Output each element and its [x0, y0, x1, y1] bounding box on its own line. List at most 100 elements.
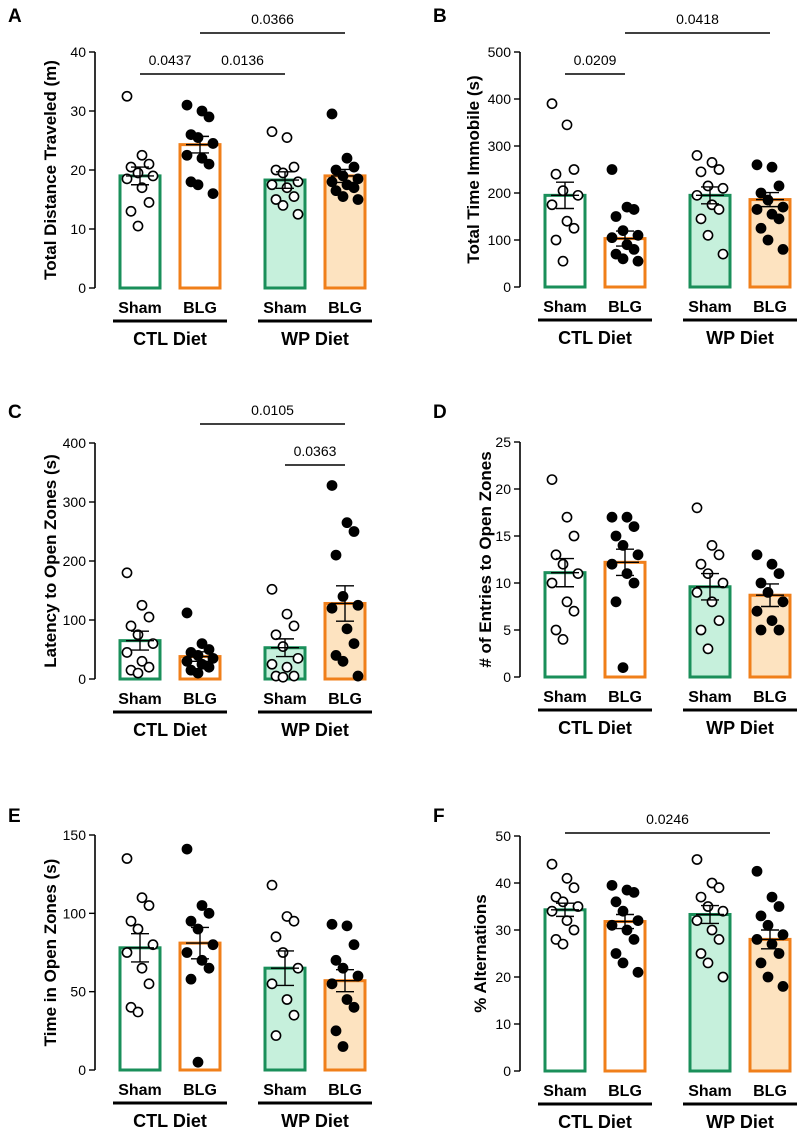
data-point [292, 652, 304, 664]
data-point [755, 624, 767, 636]
data-point [203, 111, 215, 123]
data-point [702, 957, 714, 969]
data-point [288, 161, 300, 173]
data-point [326, 602, 338, 614]
data-point [192, 132, 204, 143]
data-point [337, 962, 349, 974]
data-point [546, 98, 558, 110]
data-point [777, 201, 789, 213]
data-point [691, 854, 703, 865]
data-point [706, 924, 718, 936]
data-point [717, 248, 729, 260]
bar-ctl-blg [603, 920, 647, 1073]
y-tick-label: 400 [63, 435, 87, 451]
data-point [281, 994, 293, 1005]
data-point [695, 213, 707, 225]
x-category-label: BLG [328, 300, 362, 317]
data-point [617, 662, 629, 673]
y-tick-label: 300 [63, 494, 87, 510]
data-point [546, 577, 558, 589]
y-axis-label: Latency to Open Zones (s) [41, 454, 60, 667]
data-point [125, 205, 137, 217]
data-point [557, 896, 569, 908]
data-point [632, 915, 644, 926]
data-point [143, 197, 155, 208]
x-category-label: BLG [753, 1083, 787, 1100]
data-point [181, 99, 193, 111]
data-point [610, 530, 622, 542]
x-category-label: Sham [263, 300, 307, 317]
data-point [277, 671, 289, 683]
data-point [326, 978, 338, 990]
data-point [572, 901, 584, 912]
y-tick-label: 30 [70, 103, 86, 119]
data-point [288, 670, 300, 682]
y-tick-label: 50 [70, 984, 86, 1000]
data-point [773, 901, 785, 912]
p-value-label: 0.0363 [294, 443, 337, 459]
data-point [136, 655, 148, 667]
data-point [561, 215, 573, 227]
x-category-label: Sham [688, 299, 732, 316]
data-point [181, 607, 193, 619]
data-point [610, 896, 622, 908]
data-point [337, 1041, 349, 1052]
data-point [628, 934, 640, 945]
y-axis-label: Total Time Immobile (s) [464, 75, 483, 263]
panel-b: B Total Time Immobile (s) 0 100 200 300 400 500… [433, 6, 797, 348]
data-point [337, 591, 349, 602]
data-point [628, 887, 640, 898]
data-point [203, 907, 215, 919]
data-point [610, 596, 622, 608]
y-tick-label: 100 [488, 232, 512, 248]
y-axis-label: # of Entries to Open Zones [476, 451, 495, 667]
panel-letter: C [8, 402, 22, 423]
data-point [121, 567, 133, 579]
p-value-label: 0.0366 [251, 11, 294, 27]
x-category-label: BLG [183, 1082, 217, 1099]
y-tick-label: 150 [63, 827, 87, 843]
data-point [606, 511, 618, 523]
data-point [755, 222, 767, 234]
data-point [773, 568, 785, 579]
data-point [695, 891, 707, 903]
data-point [706, 157, 718, 168]
data-point [203, 661, 215, 673]
data-point [121, 90, 133, 102]
data-point [695, 166, 707, 178]
bar-wp-blg [323, 979, 367, 1072]
data-point [326, 176, 338, 188]
data-point [766, 615, 778, 626]
data-point [341, 152, 353, 164]
data-point [751, 605, 763, 617]
data-point [270, 629, 282, 641]
data-point [755, 957, 767, 969]
data-point [561, 915, 573, 926]
data-point [337, 655, 349, 667]
data-point [546, 199, 558, 211]
data-point [352, 970, 364, 982]
data-point [762, 971, 774, 983]
data-point [568, 164, 580, 175]
data-point [568, 924, 580, 936]
bar-ctl-sham [543, 908, 587, 1073]
y-axis-label: % Alternations [471, 894, 490, 1012]
data-point [550, 624, 562, 636]
data-point [277, 641, 289, 652]
data-point [773, 624, 785, 636]
data-point [341, 623, 353, 635]
panel-f: F % Alternations 0 10 20 30 40 50 Sham BLG Sham BLG… [433, 806, 797, 1132]
data-point [557, 938, 569, 950]
data-point [755, 577, 767, 589]
data-point [606, 879, 618, 891]
data-point [121, 947, 133, 958]
data-point [277, 947, 289, 958]
data-point [561, 872, 573, 884]
data-point [143, 661, 155, 673]
data-point [561, 596, 573, 608]
data-point [136, 892, 148, 904]
data-point [132, 667, 144, 679]
group-label: WP Diet [281, 1111, 349, 1131]
data-point [606, 164, 618, 175]
data-point [773, 213, 785, 225]
